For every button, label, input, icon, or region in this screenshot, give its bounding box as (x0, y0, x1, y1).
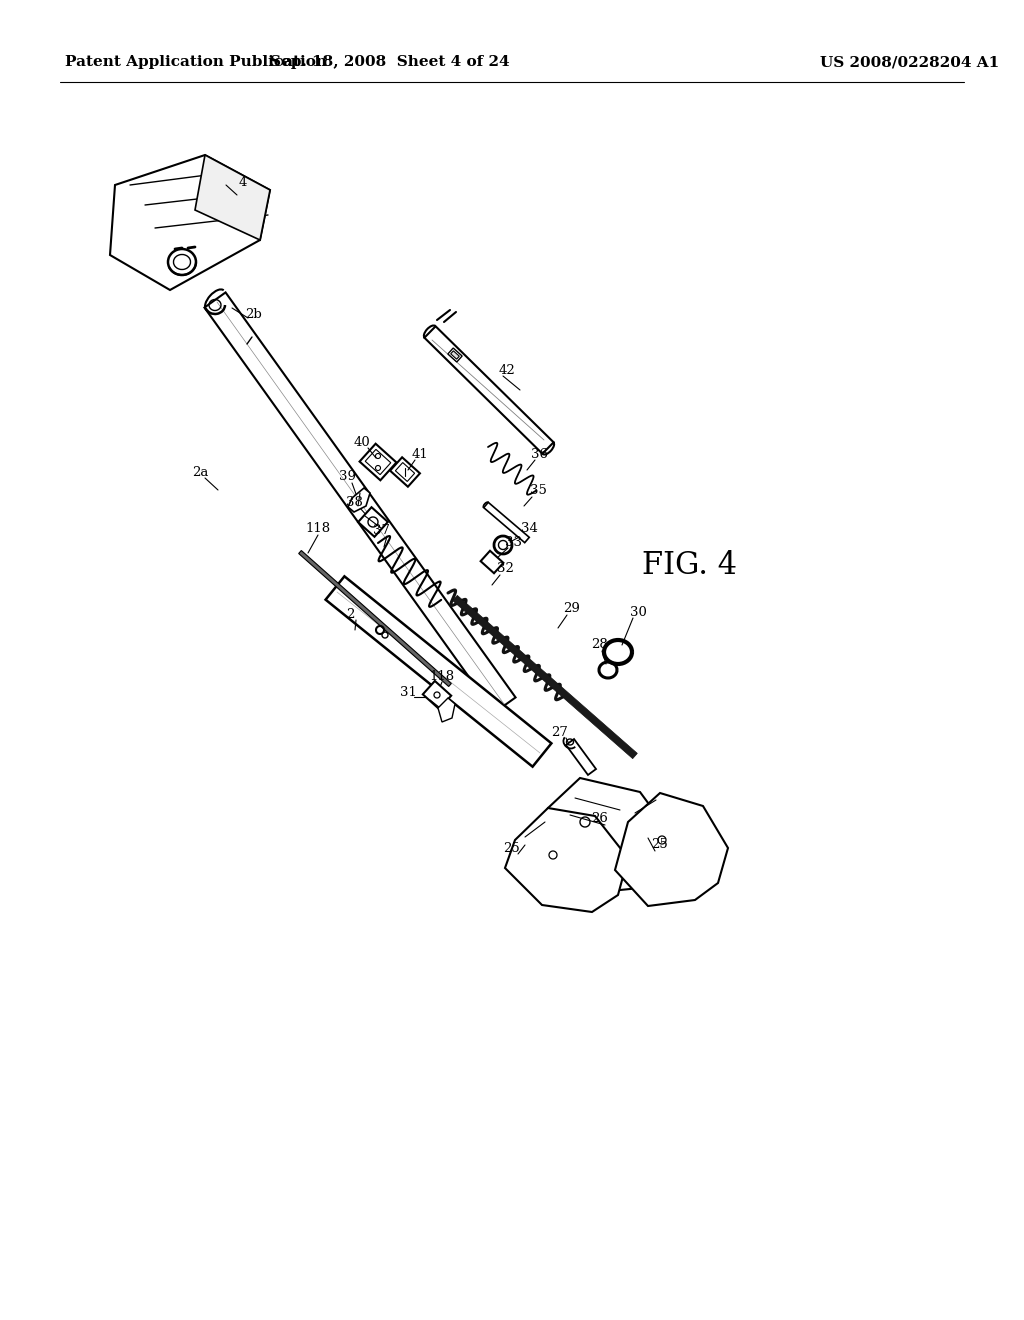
Bar (390, 457, 420, 487)
Text: 37: 37 (374, 524, 390, 536)
Text: 33: 33 (506, 536, 522, 549)
Polygon shape (299, 550, 452, 686)
Polygon shape (110, 154, 270, 290)
Polygon shape (348, 488, 370, 512)
Text: 4: 4 (239, 176, 247, 189)
Text: 25: 25 (504, 842, 520, 854)
Bar (447, 348, 462, 362)
Polygon shape (483, 503, 529, 543)
Bar (451, 351, 460, 359)
Polygon shape (453, 595, 637, 759)
Polygon shape (535, 777, 668, 892)
Text: 41: 41 (412, 449, 428, 462)
Text: 42: 42 (499, 363, 515, 376)
Text: Patent Application Publication: Patent Application Publication (65, 55, 327, 69)
Text: 30: 30 (630, 606, 646, 619)
Polygon shape (438, 698, 455, 722)
Text: 118: 118 (429, 669, 455, 682)
Text: 38: 38 (345, 495, 362, 508)
Text: 27: 27 (552, 726, 568, 738)
Text: FIG. 4: FIG. 4 (642, 549, 737, 581)
Text: 40: 40 (353, 437, 371, 450)
Polygon shape (424, 326, 554, 454)
Text: US 2008/0228204 A1: US 2008/0228204 A1 (820, 55, 999, 69)
Text: 34: 34 (520, 523, 538, 536)
Polygon shape (505, 808, 628, 912)
Text: 39: 39 (339, 470, 355, 483)
Text: 28: 28 (592, 639, 608, 652)
Text: 36: 36 (531, 447, 549, 461)
Bar (366, 449, 391, 475)
Bar (358, 507, 388, 537)
Text: 29: 29 (563, 602, 581, 615)
Polygon shape (326, 577, 551, 767)
Text: 26: 26 (592, 813, 608, 825)
Bar (480, 550, 504, 573)
Text: 2: 2 (346, 607, 354, 620)
Text: 118: 118 (305, 523, 331, 536)
Text: 2a: 2a (191, 466, 208, 479)
Bar (395, 462, 415, 482)
Text: 2b: 2b (246, 308, 262, 321)
Polygon shape (205, 293, 515, 713)
Text: 31: 31 (399, 686, 417, 700)
Polygon shape (566, 739, 596, 775)
Text: 35: 35 (529, 484, 547, 498)
Text: 32: 32 (497, 562, 513, 576)
Text: 25: 25 (651, 838, 669, 851)
Bar (423, 681, 452, 709)
Text: Sep. 18, 2008  Sheet 4 of 24: Sep. 18, 2008 Sheet 4 of 24 (270, 55, 510, 69)
Bar (359, 444, 396, 480)
Polygon shape (195, 154, 270, 240)
Polygon shape (615, 793, 728, 906)
